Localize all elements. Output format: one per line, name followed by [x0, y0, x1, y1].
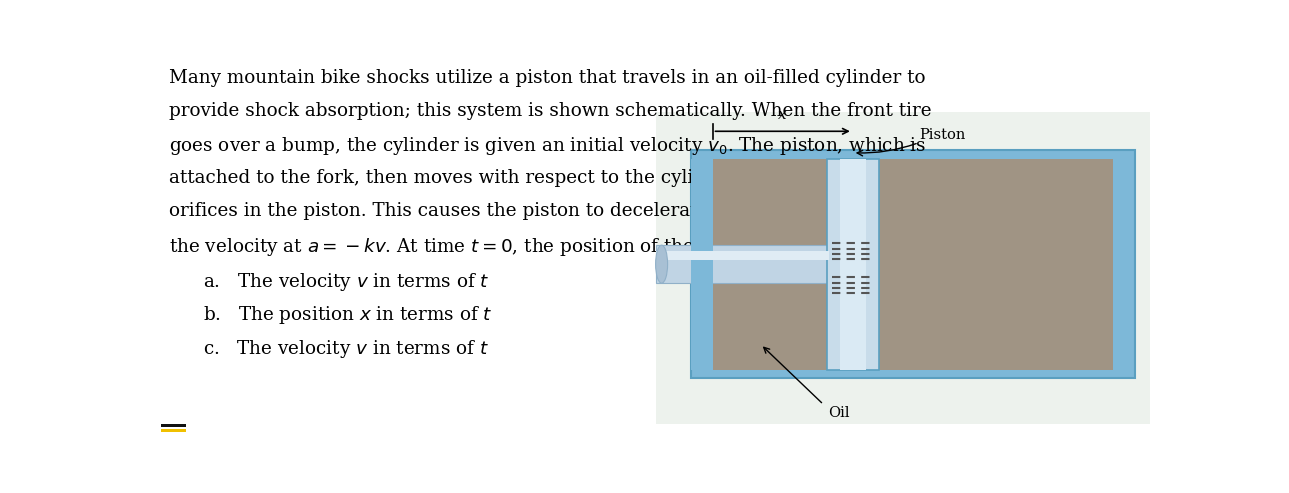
Text: provide shock absorption; this system is shown schematically. When the front tir: provide shock absorption; this system is… — [169, 102, 932, 120]
Bar — [161, 428, 186, 432]
Text: the velocity at $a = -kv$. At time $t = 0$, the position of the piston is $x = 0: the velocity at $a = -kv$. At time $t = … — [169, 236, 920, 258]
Text: a.   The velocity $v$ in terms of $t$: a. The velocity $v$ in terms of $t$ — [204, 271, 490, 293]
Text: Piston: Piston — [919, 128, 965, 142]
Bar — [826, 159, 879, 370]
Bar — [656, 245, 829, 283]
Ellipse shape — [656, 245, 668, 283]
Bar — [713, 159, 1114, 370]
Text: goes over a bump, the cylinder is given an initial velocity $v_0$. The piston, w: goes over a bump, the cylinder is given … — [169, 136, 927, 157]
Bar — [839, 159, 866, 370]
Text: Oil: Oil — [828, 406, 849, 420]
Text: Many mountain bike shocks utilize a piston that travels in an oil-filled cylinde: Many mountain bike shocks utilize a pist… — [169, 69, 926, 87]
Text: x: x — [779, 108, 788, 122]
Bar — [691, 150, 1136, 378]
Bar — [691, 159, 713, 370]
Text: attached to the fork, then moves with respect to the cylinder, and oil is forced: attached to the fork, then moves with re… — [169, 169, 976, 187]
Text: c.   The velocity $v$ in terms of $t$: c. The velocity $v$ in terms of $t$ — [204, 338, 489, 360]
Text: orifices in the piston. This causes the piston to decelerate at a rate proportio: orifices in the piston. This causes the … — [169, 202, 940, 220]
Bar — [656, 251, 829, 260]
Bar — [656, 112, 1150, 423]
Bar — [161, 424, 186, 427]
Text: b.   The position $x$ in terms of $t$: b. The position $x$ in terms of $t$ — [204, 304, 492, 326]
